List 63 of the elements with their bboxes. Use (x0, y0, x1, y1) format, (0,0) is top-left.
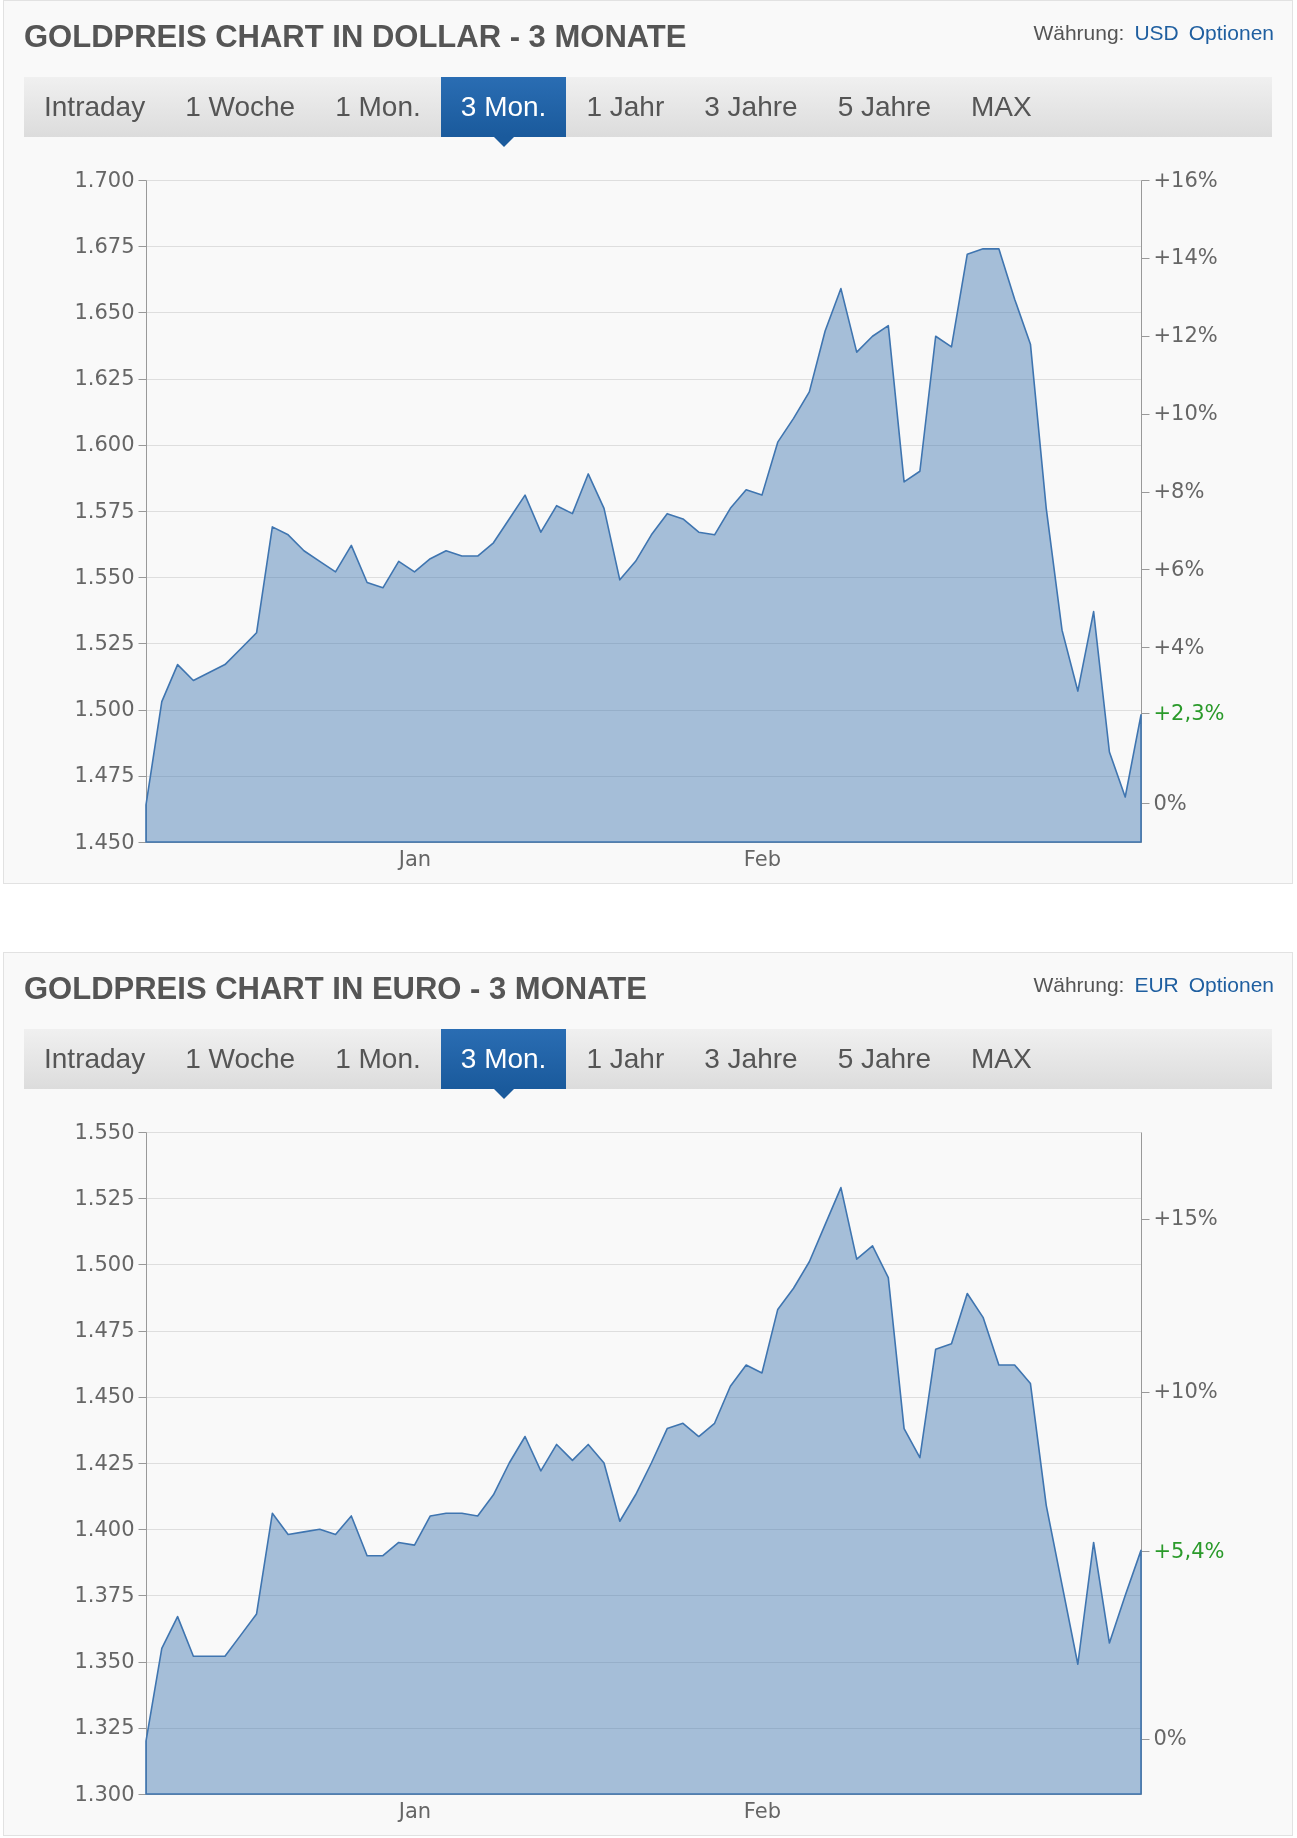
y2-tick-label: +10% (1153, 1379, 1218, 1404)
y-tick-label: 1.500 (74, 697, 135, 722)
y-tick-label: 1.675 (74, 233, 135, 258)
text: 3 Mon. (440, 1029, 567, 1089)
y-tick-label: 1.500 (74, 1251, 135, 1276)
text: Intraday (43, 90, 147, 124)
text: Optionen (1188, 973, 1274, 996)
chart-title: GOLDPREIS CHART IN EURO - 3 MONATE (24, 971, 647, 1007)
text: 5 Jahre (836, 90, 933, 124)
y2-tick-label: 0% (1153, 1726, 1187, 1751)
text: 1 Woche (184, 90, 297, 124)
text: 3 Jahre (703, 1042, 799, 1076)
x-tick-label: Feb (743, 1798, 782, 1823)
y-tick-label: 1.375 (74, 1582, 135, 1607)
y2-tick-label: +10% (1153, 401, 1218, 426)
text: 1 Woche (184, 1042, 297, 1076)
x-tick-label: Jan (396, 1798, 432, 1823)
y-tick-label: 1.525 (74, 1185, 135, 1210)
y2-tick-label: +14% (1153, 245, 1218, 270)
y-tick-label: 1.525 (74, 630, 135, 655)
y2-tick-label: +5,4% (1153, 1538, 1225, 1563)
text: Intraday (43, 1042, 147, 1076)
text: 5 Jahre (836, 1042, 933, 1076)
text: Währung: (1033, 973, 1125, 996)
y-tick-label: 1.450 (74, 1384, 135, 1409)
y-tick-label: 1.575 (74, 498, 135, 523)
text: 1 Mon. (334, 1042, 422, 1076)
y2-tick-label: +8% (1153, 479, 1205, 504)
y2-tick-label: +15% (1153, 1206, 1218, 1231)
y2-tick-label: +12% (1153, 323, 1218, 348)
y-tick-label: 1.475 (74, 763, 135, 788)
y-tick-label: 1.400 (74, 1516, 135, 1541)
y-tick-label: 1.550 (74, 564, 135, 589)
text: 1 Jahr (585, 90, 666, 124)
y-tick-label: 1.550 (74, 1119, 135, 1144)
y2-tick-label: +6% (1153, 556, 1205, 581)
y2-tick-label: +4% (1153, 634, 1205, 659)
text: 1 Jahr (585, 1042, 666, 1076)
y-tick-label: 1.475 (74, 1318, 135, 1343)
y-tick-label: 1.700 (74, 167, 135, 192)
x-tick-label: Jan (396, 846, 432, 871)
chart-title: GOLDPREIS CHART IN DOLLAR - 3 MONATE (24, 19, 687, 55)
x-tick-label: Feb (743, 846, 782, 871)
y-tick-label: 1.450 (74, 829, 135, 854)
y-tick-label: 1.300 (74, 1781, 135, 1806)
text: 3 Mon. (440, 77, 567, 137)
text: 1 Mon. (334, 90, 422, 124)
text: MAX (970, 90, 1033, 124)
text: 3 Jahre (703, 90, 799, 124)
y-tick-label: 1.650 (74, 299, 135, 324)
text: USD (1134, 21, 1179, 44)
y2-tick-label: +2,3% (1153, 700, 1225, 725)
y-tick-label: 1.350 (74, 1649, 135, 1674)
y2-tick-label: +16% (1153, 167, 1218, 192)
y2-tick-label: 0% (1153, 790, 1187, 815)
text: MAX (970, 1042, 1033, 1076)
y-tick-label: 1.600 (74, 432, 135, 457)
y-tick-label: 1.425 (74, 1450, 135, 1475)
y-tick-label: 1.625 (74, 366, 135, 391)
text: Währung: (1033, 21, 1125, 44)
text: Optionen (1188, 21, 1274, 44)
text: EUR (1134, 973, 1179, 996)
y-tick-label: 1.325 (74, 1715, 135, 1740)
